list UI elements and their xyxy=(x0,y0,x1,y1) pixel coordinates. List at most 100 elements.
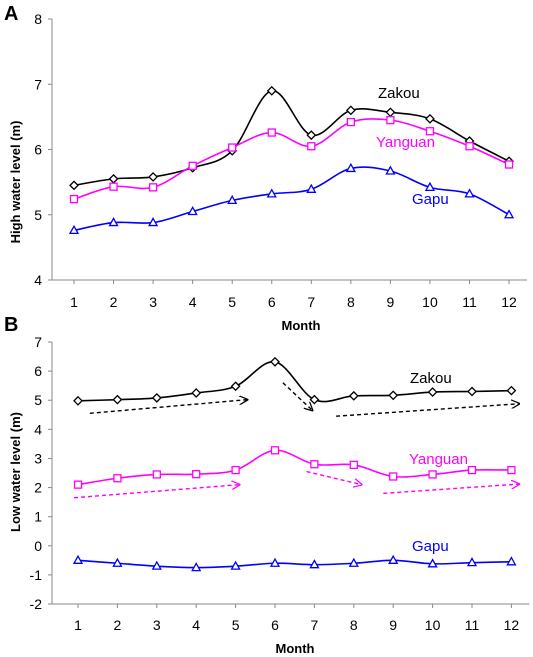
panel-b-yanguan-point xyxy=(507,465,516,475)
panel-a-gapu-label: Gapu xyxy=(412,191,449,208)
panel-a-gapu-point xyxy=(227,194,238,205)
panel-b-x-tick-label: 5 xyxy=(232,617,240,633)
panel-b-x-tick-label: 6 xyxy=(271,617,279,633)
panel-a-yanguan-point xyxy=(465,142,474,151)
panel-b-y-tick-label: 6 xyxy=(34,363,42,379)
panel-b-x-tick-label: 3 xyxy=(153,617,161,633)
panel-b-zakou-point xyxy=(151,392,162,403)
panel-b-gapu-label: Gapu xyxy=(412,538,449,555)
panel-b-gapu-point xyxy=(72,554,84,564)
panel-a-yanguan-point xyxy=(109,182,118,191)
panel-a-series xyxy=(68,85,515,235)
panel-b-zakou-point xyxy=(112,394,123,405)
panel-a-gapu-point xyxy=(108,217,119,227)
panel-a-y-tick-label: 4 xyxy=(34,272,42,288)
panel-a-x-tick-label: 9 xyxy=(387,294,395,310)
panel-b-gapu-point xyxy=(112,557,123,567)
panel-b-gapu-point xyxy=(466,557,478,567)
panel-b-yanguan-point xyxy=(231,465,240,475)
panel-a-yanguan-point xyxy=(228,143,237,152)
panel-b-yanguan-point xyxy=(192,470,201,479)
panel-a-x-tick-label: 11 xyxy=(462,294,477,310)
panel-a-x-axis-label: Month xyxy=(282,318,321,333)
panel-b-trend-arrow-zakou xyxy=(282,382,313,411)
panel-a-series-labels: Zakou Yanguan Gapu xyxy=(376,85,449,208)
panel-a-x-tick-label: 6 xyxy=(268,294,276,310)
panel-a-gapu-point xyxy=(147,217,159,227)
panel-b-x-tick-label: 10 xyxy=(425,617,441,633)
panel-b-gapu-point xyxy=(427,558,438,568)
panel-a-yanguan-point xyxy=(188,161,197,170)
panel-b-yanguan-point xyxy=(349,460,358,469)
panel-a-y-axis-label: High water level (m) xyxy=(8,121,23,244)
panel-b-trend-arrow-zakou xyxy=(336,404,519,417)
panel-a-yanguan-point xyxy=(386,115,395,125)
panel-a-x-tick-label: 3 xyxy=(149,294,157,310)
panel-a-zakou-point xyxy=(385,107,396,118)
panel-a-y-tick-label: 7 xyxy=(34,76,42,92)
panel-b-zakou-point xyxy=(348,390,359,401)
panel-b-zakou-label: Zakou xyxy=(410,370,452,387)
panel-b-x-tick-label: 8 xyxy=(350,617,358,633)
panel-b-zakou-point xyxy=(467,386,477,397)
panel-b-x-tick-label: 7 xyxy=(311,617,319,633)
panel-b-x-axis-label: Month xyxy=(276,641,315,656)
panel-a-x-tick-label: 2 xyxy=(110,294,118,310)
panel-a-gapu-point xyxy=(464,188,475,198)
panel-a-gapu-point xyxy=(266,188,277,198)
panel-b-zakou-point xyxy=(230,381,241,392)
panel-b-letter: B xyxy=(4,314,18,336)
panel-a-x-tick-label: 4 xyxy=(189,294,197,310)
panel-b-trend-arrow-zakou xyxy=(89,400,248,415)
panel-b-yanguan-point xyxy=(389,472,398,481)
panel-b-zakou-point xyxy=(191,388,202,398)
panel-b-yanguan-point xyxy=(310,460,319,469)
panel-b-yanguan-point xyxy=(73,480,83,489)
panel-b-x-tick-label: 2 xyxy=(114,617,122,633)
panel-a-x-tick-label: 10 xyxy=(422,294,438,310)
panel-a-yanguan-point xyxy=(307,142,316,151)
panel-b-gapu-line xyxy=(77,559,512,569)
panel-a-gapu-point xyxy=(306,183,317,193)
panel-a-zakou-point xyxy=(425,113,435,124)
panel-a-yanguan-point xyxy=(267,128,276,137)
panel-b-gapu-point xyxy=(348,557,359,567)
panel-a-x-tick-label: 1 xyxy=(70,294,78,310)
panel-a-gapu-point xyxy=(385,165,396,175)
panel-a-zakou-line xyxy=(73,89,510,187)
panel-b-x-tick-label: 9 xyxy=(389,617,397,633)
panel-a-yanguan-point xyxy=(425,127,435,136)
panel-b-gapu-point xyxy=(191,562,202,572)
panel-b-axes xyxy=(51,342,530,605)
panel-b-yanguan-point xyxy=(113,474,122,483)
panel-a-x-tick-label: 8 xyxy=(347,294,355,310)
panel-b-zakou-point xyxy=(270,356,280,367)
panel-a-yanguan-point xyxy=(69,194,79,204)
panel-b-zakou-point xyxy=(506,385,517,396)
panel-a-y-tick-label: 8 xyxy=(34,11,42,27)
panel-a-yanguan-point xyxy=(504,160,514,169)
panel-a-zakou-point xyxy=(108,173,119,184)
panel-a-zakou-point xyxy=(345,105,356,116)
panel-b-zakou-point xyxy=(427,387,438,397)
panel-b-x-tick-label: 11 xyxy=(465,617,480,633)
panel-b-y-tick-label: 5 xyxy=(34,392,42,408)
panel-b-trend-arrow-yanguan xyxy=(306,470,362,485)
panel-b-gapu-point xyxy=(151,560,162,570)
panel-b-trend-arrow-yanguan xyxy=(383,484,519,495)
panel-a-yanguan-label: Yanguan xyxy=(376,134,435,151)
panel-a-yanguan-line xyxy=(73,118,510,200)
panel-b-y-tick-label: -1 xyxy=(30,567,43,583)
panel-a-gapu-point xyxy=(503,209,515,219)
panel-b-gapu-point xyxy=(388,554,399,564)
panel-b-yanguan-point xyxy=(270,446,280,455)
panel-a-zakou-point xyxy=(148,171,159,182)
panel-a-gapu-point xyxy=(424,181,436,191)
panel-a-yanguan-point xyxy=(346,117,356,127)
panel-b-y-tick-label: 3 xyxy=(34,450,42,466)
panel-a-letter: A xyxy=(4,3,18,25)
panel-b-y-tick-label: 2 xyxy=(34,480,42,496)
panel-b-gapu-point xyxy=(506,556,517,566)
